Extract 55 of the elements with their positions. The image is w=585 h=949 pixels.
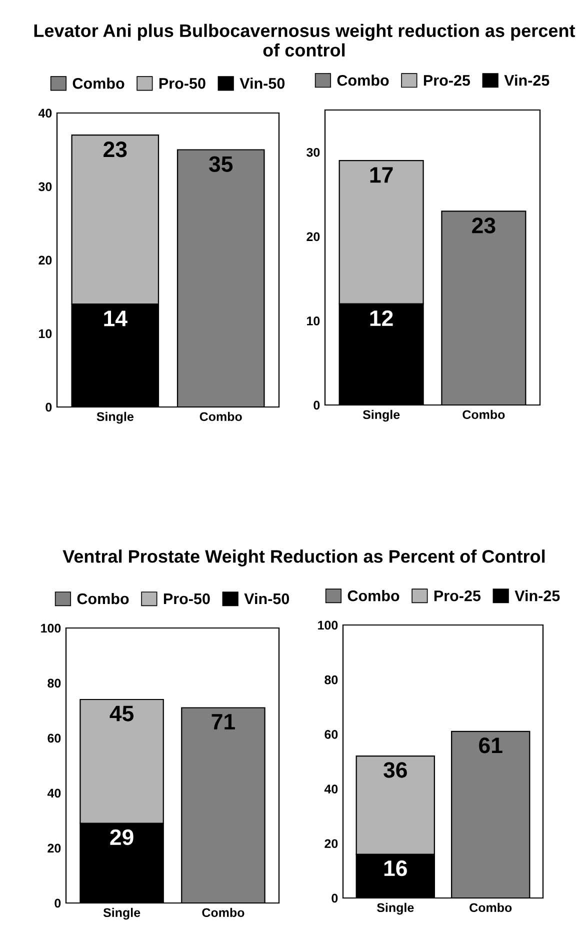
data-label: 12 — [370, 310, 393, 326]
y-tick-label: 10 — [307, 316, 320, 326]
legend-label: Vin-50 — [244, 592, 290, 604]
legend-label: Pro-25 — [434, 590, 481, 602]
legend-label: Combo — [348, 590, 400, 602]
y-tick-label: 60 — [324, 730, 338, 739]
y-tick-label: 10 — [39, 329, 52, 338]
data-label: 16 — [384, 860, 407, 876]
chart-title: Ventral Prostate Weight Reduction as Percent of Control — [62, 550, 545, 566]
x-tick-label: Single — [103, 908, 140, 920]
x-tick-label: Single — [376, 902, 414, 915]
legend-label: Vin-25 — [514, 590, 560, 602]
y-tick-label: 0 — [314, 400, 320, 410]
data-label: 71 — [212, 714, 235, 730]
data-label: 17 — [370, 167, 393, 183]
legend-label: Pro-50 — [159, 78, 206, 89]
y-tick-label: 40 — [324, 784, 338, 794]
x-tick-label: Combo — [202, 908, 244, 918]
y-tick-label: 60 — [48, 734, 61, 743]
data-label: 36 — [384, 762, 407, 778]
legend-label: Combo — [77, 592, 129, 604]
data-label: 23 — [104, 142, 127, 158]
x-tick-label: Single — [362, 410, 400, 422]
y-tick-label: 30 — [306, 148, 320, 157]
y-tick-label: 80 — [48, 678, 61, 688]
x-tick-label: Combo — [462, 410, 505, 420]
data-label: 35 — [209, 156, 233, 172]
x-tick-label: Combo — [470, 902, 512, 912]
legend-label: Pro-25 — [424, 74, 470, 86]
y-tick-label: 80 — [324, 675, 338, 684]
y-tick-label: 40 — [47, 788, 61, 798]
legend-label: Combo — [72, 78, 124, 89]
y-tick-label: 0 — [46, 402, 52, 412]
y-tick-label: 20 — [324, 839, 338, 848]
data-label: 14 — [104, 310, 128, 326]
x-tick-label: Combo — [200, 412, 242, 422]
legend-label: Vin-25 — [504, 74, 550, 86]
legend-label: Combo — [337, 74, 389, 86]
y-tick-label: 20 — [306, 232, 320, 242]
y-tick-label: 30 — [38, 182, 52, 192]
legend-label: Pro-50 — [164, 593, 210, 604]
y-tick-label: 100 — [41, 624, 61, 633]
data-label: 23 — [472, 218, 496, 234]
y-tick-label: 0 — [332, 894, 338, 903]
y-tick-label: 100 — [318, 620, 338, 630]
y-tick-label: 40 — [38, 108, 52, 118]
data-label: 29 — [110, 829, 134, 846]
y-tick-label: 20 — [38, 256, 52, 265]
y-tick-label: 20 — [48, 844, 61, 853]
data-label: 61 — [479, 738, 502, 754]
data-label: 45 — [110, 706, 134, 722]
y-tick-label: 0 — [54, 898, 61, 908]
legend-label: Vin-50 — [240, 78, 285, 89]
x-tick-label: Single — [96, 412, 134, 424]
chart-title: Levator Ani plus Bulbocavernosus weight reduction as percent of control — [34, 24, 576, 57]
